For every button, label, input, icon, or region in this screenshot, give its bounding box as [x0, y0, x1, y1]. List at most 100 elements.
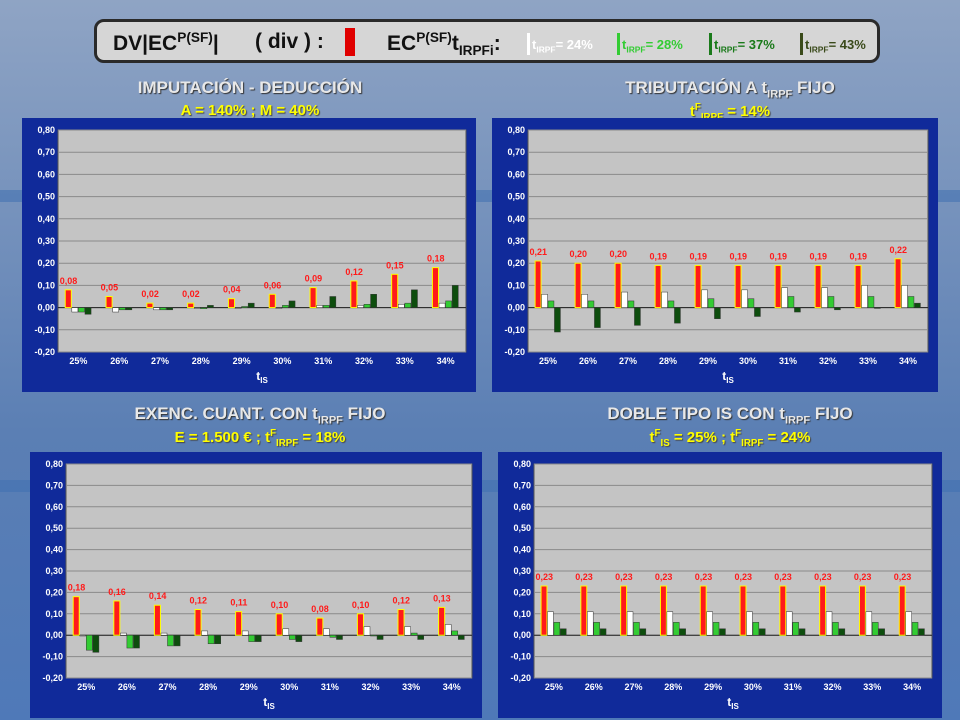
- bar: [626, 611, 634, 636]
- y-tick-label: 0,70: [513, 480, 531, 490]
- x-tick-label: 34%: [899, 356, 917, 366]
- bar: [825, 611, 833, 636]
- bar: [187, 302, 195, 309]
- bar: [309, 287, 317, 309]
- x-tick-label: 27%: [151, 356, 169, 366]
- y-tick-label: -0,10: [34, 325, 55, 335]
- x-tick-label: 30%: [744, 682, 762, 692]
- y-tick-label: 0,40: [507, 214, 525, 224]
- bar: [404, 626, 411, 636]
- bar: [370, 634, 377, 637]
- x-tick-label: 31%: [314, 356, 332, 366]
- data-label: 0,20: [610, 249, 628, 259]
- bar: [798, 628, 806, 636]
- bar: [160, 632, 168, 636]
- bar: [444, 624, 452, 636]
- bar: [295, 634, 303, 642]
- bar: [786, 611, 793, 636]
- bar: [560, 628, 567, 636]
- bar: [593, 622, 600, 636]
- x-tick-label: 26%: [585, 682, 603, 692]
- bar: [84, 307, 92, 315]
- y-tick-label: 0,40: [513, 545, 531, 555]
- bar: [627, 300, 635, 308]
- data-label: 0,19: [690, 251, 708, 261]
- bar: [554, 307, 561, 333]
- bar: [329, 296, 337, 308]
- bar: [64, 289, 72, 309]
- bar: [350, 280, 358, 309]
- bar: [370, 294, 377, 308]
- bar: [376, 634, 384, 640]
- bar: [451, 285, 459, 308]
- y-tick-label: -0,20: [34, 347, 55, 357]
- bar: [580, 585, 588, 636]
- bar: [166, 307, 173, 311]
- bar: [707, 298, 715, 308]
- bar: [105, 296, 113, 309]
- bar: [779, 585, 787, 636]
- bar: [431, 267, 440, 309]
- chart-exencion-cuantitativa: 0,80 0,70 0,60 0,50 0,40 0,30 0,20 0,10 0,00 -0,1…: [30, 452, 482, 718]
- bar: [694, 264, 702, 309]
- bar: [71, 307, 79, 313]
- bar: [133, 634, 140, 649]
- data-label: 0,08: [60, 276, 78, 286]
- data-label: 0,19: [730, 251, 748, 261]
- bar: [734, 264, 742, 309]
- bar: [714, 307, 721, 319]
- bar: [159, 307, 167, 311]
- bar: [547, 611, 554, 636]
- bar: [821, 287, 828, 308]
- bar: [357, 305, 364, 308]
- data-label: 0,23: [615, 572, 633, 582]
- y-tick-label: 0,20: [45, 587, 63, 597]
- bar: [659, 585, 667, 636]
- bar: [329, 634, 337, 638]
- bar: [699, 585, 707, 636]
- bar: [86, 634, 93, 651]
- bar: [72, 596, 80, 636]
- bar: [741, 289, 748, 308]
- bar: [438, 606, 446, 636]
- bar: [336, 634, 343, 640]
- bar: [227, 298, 236, 309]
- x-tick-label: 32%: [355, 356, 373, 366]
- legend-item: tIRPF= 24%: [527, 33, 593, 55]
- x-tick-label: 33%: [396, 356, 414, 366]
- x-tick-label: 26%: [579, 356, 597, 366]
- bar: [92, 634, 100, 653]
- bar: [901, 285, 908, 308]
- bar: [787, 296, 795, 308]
- bar: [457, 634, 465, 640]
- bar: [275, 613, 283, 636]
- data-label: 0,23: [695, 572, 713, 582]
- y-tick-label: 0,60: [37, 169, 55, 179]
- x-tick-label: 31%: [779, 356, 797, 366]
- y-tick-label: 0,50: [45, 523, 63, 533]
- y-tick-label: -0,10: [510, 652, 531, 662]
- data-label: 0,02: [141, 289, 159, 299]
- bar: [404, 302, 412, 308]
- bar: [207, 305, 214, 308]
- data-label: 0,04: [223, 285, 241, 295]
- data-label: 0,06: [264, 280, 282, 290]
- bar: [322, 305, 330, 308]
- header-banner: DV|ECP(SF)| ( div ) : ECP(SF)tIRPFi: tIR…: [94, 19, 880, 63]
- bar: [639, 628, 647, 636]
- y-tick-label: 0,10: [37, 280, 55, 290]
- y-tick-label: 0,70: [507, 147, 525, 157]
- data-label: 0,21: [530, 247, 548, 257]
- bar: [316, 305, 323, 308]
- bar: [666, 611, 674, 636]
- chart3-subtitle: E = 1.500 € ; tFIRPF = 18%: [174, 428, 346, 449]
- bar: [323, 628, 330, 636]
- bar: [911, 622, 919, 636]
- chart-doble-tipo-is: 0,80 0,70 0,60 0,50 0,40 0,30 0,20 0,10 0,00 -0,1…: [498, 452, 942, 718]
- data-label: 0,23: [536, 572, 554, 582]
- x-tick-label: 28%: [664, 682, 682, 692]
- bar: [411, 289, 418, 308]
- x-tick-label: 34%: [443, 682, 461, 692]
- bar: [248, 634, 255, 642]
- bar: [207, 634, 215, 645]
